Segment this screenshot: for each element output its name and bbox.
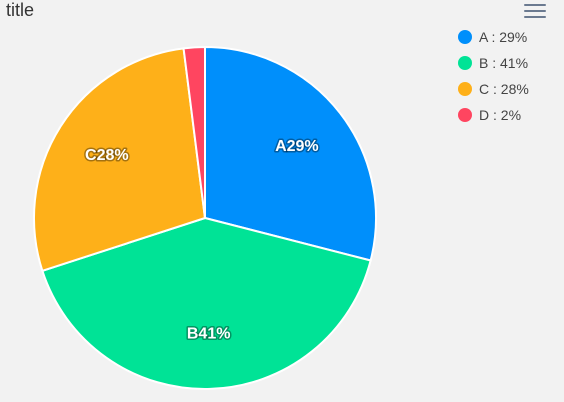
legend-marker-a — [458, 30, 472, 44]
legend-label-a: A : 29% — [479, 29, 528, 45]
legend-label-c: C : 28% — [479, 81, 529, 97]
slice-label-a: A29% — [275, 138, 319, 155]
slice-label-c: C28% — [85, 147, 129, 164]
pie-slice-c[interactable] — [33, 47, 207, 273]
legend-marker-b — [458, 56, 472, 70]
legend-marker-c — [458, 82, 472, 96]
pie-slice-d[interactable] — [182, 45, 206, 219]
legend: A : 29% B : 41% C : 28% D : 2% — [458, 24, 558, 128]
slice-label-b: B41% — [187, 325, 231, 342]
legend-item-b[interactable]: B : 41% — [458, 50, 558, 76]
hamburger-menu-icon[interactable] — [524, 4, 546, 20]
legend-label-b: B : 41% — [479, 55, 529, 71]
legend-marker-d — [458, 108, 472, 122]
pie-slice-b[interactable] — [41, 216, 372, 391]
pie-slice-a[interactable] — [204, 45, 377, 262]
menu-bar-1 — [524, 4, 546, 6]
legend-item-c[interactable]: C : 28% — [458, 76, 558, 102]
legend-item-d[interactable]: D : 2% — [458, 102, 558, 128]
legend-item-a[interactable]: A : 29% — [458, 24, 558, 50]
menu-bar-3 — [524, 16, 546, 18]
legend-label-d: D : 2% — [479, 107, 522, 123]
menu-bar-2 — [524, 10, 546, 12]
chart-title: title — [6, 0, 35, 20]
